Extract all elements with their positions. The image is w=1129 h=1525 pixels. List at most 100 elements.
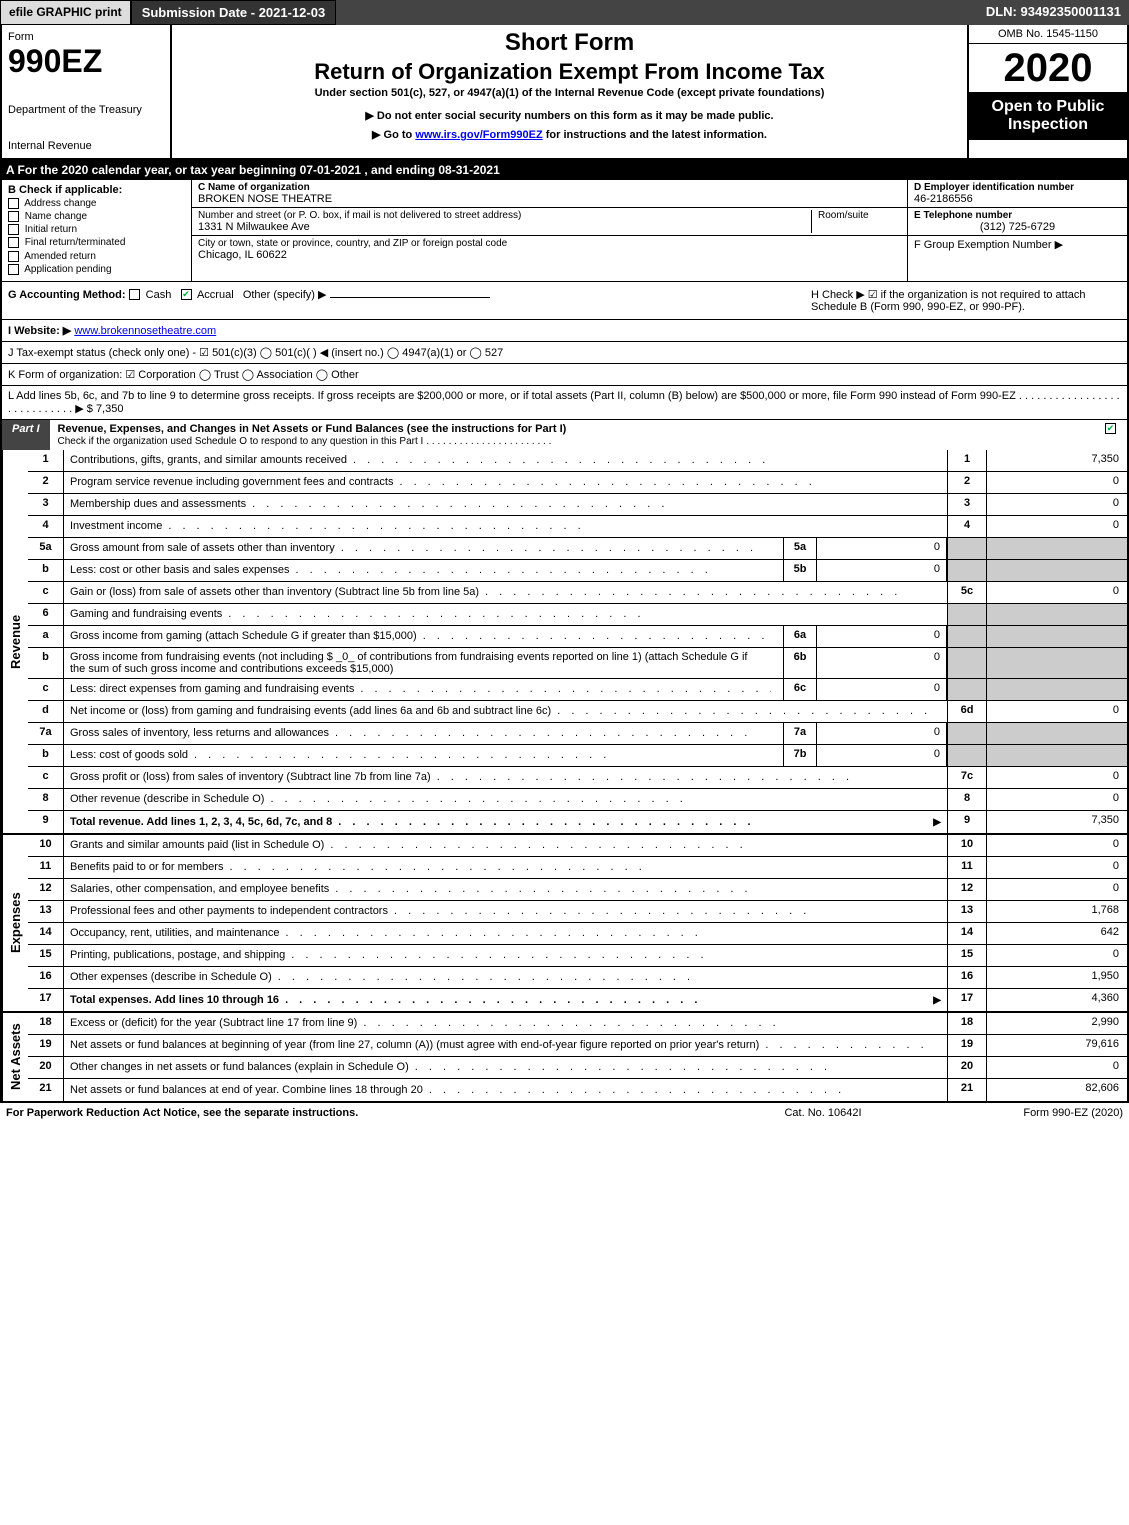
row-a-period: A For the 2020 calendar year, or tax yea… xyxy=(0,160,1129,180)
dots-filler: . . . . . . . . . . . . . . . . . . . . … xyxy=(335,883,935,895)
line-description: Investment income . . . . . . . . . . . … xyxy=(64,516,947,537)
dots-filler: . . . . . . . . . . . . . . . . . . . . … xyxy=(338,816,927,828)
city-value: Chicago, IL 60622 xyxy=(198,249,901,261)
header-left: Form 990EZ Department of the Treasury In… xyxy=(2,25,172,158)
org-name-row: C Name of organization BROKEN NOSE THEAT… xyxy=(192,180,907,208)
main-line-value: 0 xyxy=(987,1057,1127,1078)
dots-filler: . . . . . . . . . . . . . . . . . . . . … xyxy=(399,476,935,488)
line-number: 2 xyxy=(28,472,64,493)
line-6c: cLess: direct expenses from gaming and f… xyxy=(28,679,1127,701)
org-name-value: BROKEN NOSE THEATRE xyxy=(198,193,901,205)
line-number: c xyxy=(28,679,64,700)
main-line-number: 7c xyxy=(947,767,987,788)
schedule-o-checkbox[interactable] xyxy=(1105,423,1116,434)
dots-filler: . . . . . . . . . . . . . . . . . . . . … xyxy=(485,586,935,598)
dots-filler: . . . . . . . . . . . . . . . . . . . . … xyxy=(228,608,935,620)
line-6b: bGross income from fundraising events (n… xyxy=(28,648,1127,679)
accrual-checkbox[interactable] xyxy=(181,289,192,300)
section-c: C Name of organization BROKEN NOSE THEAT… xyxy=(192,180,907,281)
dln-label: DLN: 93492350001131 xyxy=(978,0,1129,25)
phone-value: (312) 725-6729 xyxy=(914,221,1121,233)
expenses-side-label: Expenses xyxy=(2,835,28,1011)
line-number: b xyxy=(28,560,64,581)
section-d-e-f: D Employer identification number 46-2186… xyxy=(907,180,1127,281)
main-line-number: 6d xyxy=(947,701,987,722)
line-number: 6 xyxy=(28,604,64,625)
main-line-value: 1,768 xyxy=(987,901,1127,922)
checkbox-icon[interactable] xyxy=(8,211,19,222)
checkbox-icon[interactable] xyxy=(8,264,19,275)
accrual-label: Accrual xyxy=(197,289,234,301)
line-number: 12 xyxy=(28,879,64,900)
line-description: Net income or (loss) from gaming and fun… xyxy=(64,701,947,722)
line-number: 7a xyxy=(28,723,64,744)
accounting-method: G Accounting Method: Cash Accrual Other … xyxy=(8,288,811,313)
main-line-value: 642 xyxy=(987,923,1127,944)
line-description: Printing, publications, postage, and shi… xyxy=(64,945,947,966)
main-line-number: 17 xyxy=(947,989,987,1011)
line-description: Less: direct expenses from gaming and fu… xyxy=(64,679,783,700)
shaded-cell xyxy=(987,560,1127,581)
shaded-cell xyxy=(987,648,1127,678)
shaded-cell xyxy=(987,745,1127,766)
ssn-notice: ▶ Do not enter social security numbers o… xyxy=(180,109,959,122)
main-line-number: 8 xyxy=(947,789,987,810)
sub-line-number: 5b xyxy=(783,560,817,581)
checkbox-icon[interactable] xyxy=(8,237,19,248)
line-7a: 7aGross sales of inventory, less returns… xyxy=(28,723,1127,745)
dots-filler: . . . . . . . . . . . . . . . . . . . . … xyxy=(229,861,935,873)
form-header: Form 990EZ Department of the Treasury In… xyxy=(0,25,1129,160)
main-line-number: 10 xyxy=(947,835,987,856)
main-line-value: 0 xyxy=(987,879,1127,900)
line-description: Occupancy, rent, utilities, and maintena… xyxy=(64,923,947,944)
other-specify: Other (specify) ▶ xyxy=(243,289,327,301)
shaded-cell xyxy=(947,604,987,625)
main-line-number: 1 xyxy=(947,450,987,471)
arrow-icon xyxy=(933,994,941,1006)
part1-header: Part I Revenue, Expenses, and Changes in… xyxy=(0,420,1129,450)
cash-checkbox[interactable] xyxy=(129,289,140,300)
main-line-value: 0 xyxy=(987,472,1127,493)
row-g-h: G Accounting Method: Cash Accrual Other … xyxy=(0,282,1129,320)
other-specify-blank[interactable] xyxy=(330,297,490,298)
checkbox-icon[interactable] xyxy=(8,224,19,235)
line-number: a xyxy=(28,626,64,647)
line-number: 18 xyxy=(28,1013,64,1034)
main-line-number: 14 xyxy=(947,923,987,944)
shaded-cell xyxy=(947,745,987,766)
dots-filler: . . . . . . . . . . . . . . . . . . . . … xyxy=(286,927,935,939)
part1-label: Part I xyxy=(2,420,50,450)
omb-number: OMB No. 1545-1150 xyxy=(969,25,1127,44)
main-line-value: 1,950 xyxy=(987,967,1127,988)
line-6: 6Gaming and fundraising events . . . . .… xyxy=(28,604,1127,626)
website-link[interactable]: www.brokennosetheatre.com xyxy=(74,325,216,337)
sub-line-number: 5a xyxy=(783,538,817,559)
checkbox-icon[interactable] xyxy=(8,198,19,209)
instructions-pre: ▶ Go to xyxy=(372,129,415,141)
dots-filler: . . . . . . . . . . . . . . . . . . . . … xyxy=(394,905,935,917)
line-number: 21 xyxy=(28,1079,64,1101)
efile-button[interactable]: efile GRAPHIC print xyxy=(0,0,131,25)
form-title: Return of Organization Exempt From Incom… xyxy=(180,59,959,85)
main-line-number: 4 xyxy=(947,516,987,537)
submission-date-button[interactable]: Submission Date - 2021-12-03 xyxy=(131,0,337,25)
ein-label: D Employer identification number xyxy=(914,182,1121,193)
line-number: b xyxy=(28,745,64,766)
row-l-text: L Add lines 5b, 6c, and 7b to line 9 to … xyxy=(8,390,1016,402)
instructions-link[interactable]: www.irs.gov/Form990EZ xyxy=(415,129,542,141)
line-12: 12Salaries, other compensation, and empl… xyxy=(28,879,1127,901)
dots-filler: . . . . . . . . . . . . . . . . . . . . … xyxy=(360,683,771,695)
header-right: OMB No. 1545-1150 2020 Open to Public In… xyxy=(967,25,1127,158)
checkbox-icon[interactable] xyxy=(8,251,19,262)
line-description: Benefits paid to or for members . . . . … xyxy=(64,857,947,878)
line-description: Gain or (loss) from sale of assets other… xyxy=(64,582,947,603)
dots-filler: . . . . . . . . . . . . . . . . . . . . … xyxy=(423,630,771,642)
sub-line-value: 0 xyxy=(817,723,947,744)
main-line-value: 7,350 xyxy=(987,450,1127,471)
shaded-cell xyxy=(947,538,987,559)
part1-title: Revenue, Expenses, and Changes in Net As… xyxy=(50,420,1097,450)
line-5c: cGain or (loss) from sale of assets othe… xyxy=(28,582,1127,604)
line-number: 9 xyxy=(28,811,64,833)
sub-line-number: 6c xyxy=(783,679,817,700)
main-line-value: 7,350 xyxy=(987,811,1127,833)
